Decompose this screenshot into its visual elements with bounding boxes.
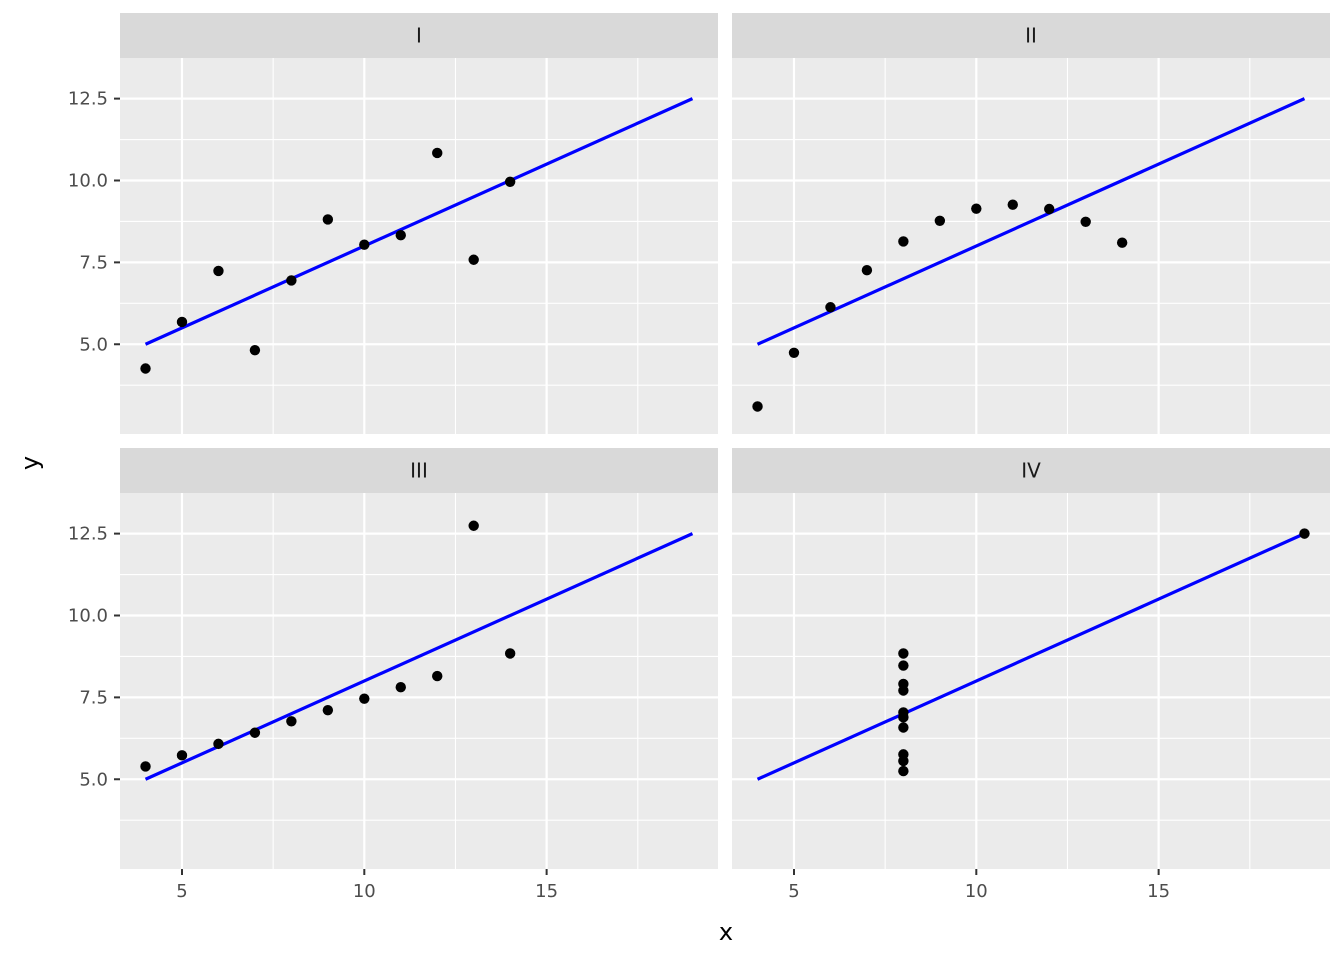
data-point	[1044, 203, 1055, 215]
facet-strip-label: I	[416, 24, 422, 48]
panel-background	[120, 493, 718, 869]
data-point	[898, 660, 909, 671]
x-tick-label: 10	[965, 881, 988, 902]
data-point	[1299, 528, 1310, 539]
data-point	[395, 682, 406, 693]
fit-line	[756, 532, 1306, 781]
data-point	[504, 176, 516, 188]
data-point	[322, 704, 334, 716]
facet-strip-label: II	[1025, 24, 1037, 48]
data-point	[971, 203, 982, 214]
data-point	[752, 401, 763, 412]
data-point	[1080, 216, 1091, 227]
data-point	[898, 648, 909, 659]
data-point	[249, 727, 261, 738]
data-point	[213, 738, 224, 750]
y-tick-label: 10.0	[68, 605, 108, 626]
data-point	[1116, 237, 1128, 248]
facet-panel-IV: IV 5 10 15	[732, 448, 1330, 902]
data-point	[432, 670, 443, 682]
data-point	[468, 254, 479, 265]
data-point	[322, 214, 334, 225]
fit-line	[144, 532, 694, 781]
y-tick-label: 7.5	[79, 687, 108, 708]
y-tick-label: 12.5	[68, 524, 108, 545]
data-point	[934, 215, 946, 226]
fit-line	[756, 97, 1306, 346]
data-point	[359, 693, 370, 704]
data-point	[140, 761, 151, 772]
data-point	[395, 229, 406, 241]
x-tick-label: 10	[353, 881, 376, 902]
data-point	[432, 147, 443, 159]
y-tick-label: 5.0	[79, 769, 108, 790]
facet-strip	[120, 448, 718, 493]
data-point	[1007, 199, 1018, 210]
y-tick-label: 5.0	[79, 334, 108, 355]
facet-strip-label: III	[410, 459, 428, 483]
data-point	[898, 765, 909, 777]
facet-strip	[732, 448, 1330, 493]
panel-background	[120, 58, 718, 434]
y-axis-title: y	[16, 456, 44, 470]
facet-panel-I: I 5.0 7.5 10.0 12.5	[68, 13, 718, 434]
data-point	[504, 648, 516, 659]
y-tick-label: 7.5	[79, 252, 108, 273]
fit-line	[144, 97, 694, 346]
data-point	[861, 265, 873, 276]
y-tick-label: 12.5	[68, 89, 108, 110]
x-tick-label: 15	[535, 881, 558, 902]
facet-strip-label: IV	[1021, 459, 1041, 483]
data-point	[176, 316, 188, 328]
data-point	[898, 678, 909, 690]
facet-panel-III: III 5.0 7.5 10.0 12.5 5 10 15	[68, 448, 718, 902]
facet-strip	[120, 13, 718, 58]
data-point	[898, 755, 909, 767]
facet-strip	[732, 13, 1330, 58]
data-point	[286, 275, 297, 286]
panel-background	[732, 493, 1330, 869]
x-tick-label: 15	[1147, 881, 1170, 902]
data-point	[788, 347, 800, 358]
x-axis-title: x	[719, 918, 733, 946]
x-tick-label: 5	[176, 881, 187, 902]
data-point	[825, 302, 836, 313]
y-tick-label: 10.0	[68, 170, 108, 191]
data-point	[286, 716, 297, 727]
panel-background	[732, 58, 1330, 434]
data-point	[213, 265, 224, 277]
data-point	[468, 520, 479, 531]
data-point	[898, 722, 909, 733]
facet-panel-II: II	[732, 13, 1330, 434]
x-tick-label: 5	[788, 881, 799, 902]
data-point	[898, 712, 909, 723]
data-point	[898, 236, 909, 247]
data-point	[359, 239, 370, 250]
data-point	[140, 363, 151, 374]
data-point	[176, 750, 188, 761]
data-point	[249, 344, 261, 356]
